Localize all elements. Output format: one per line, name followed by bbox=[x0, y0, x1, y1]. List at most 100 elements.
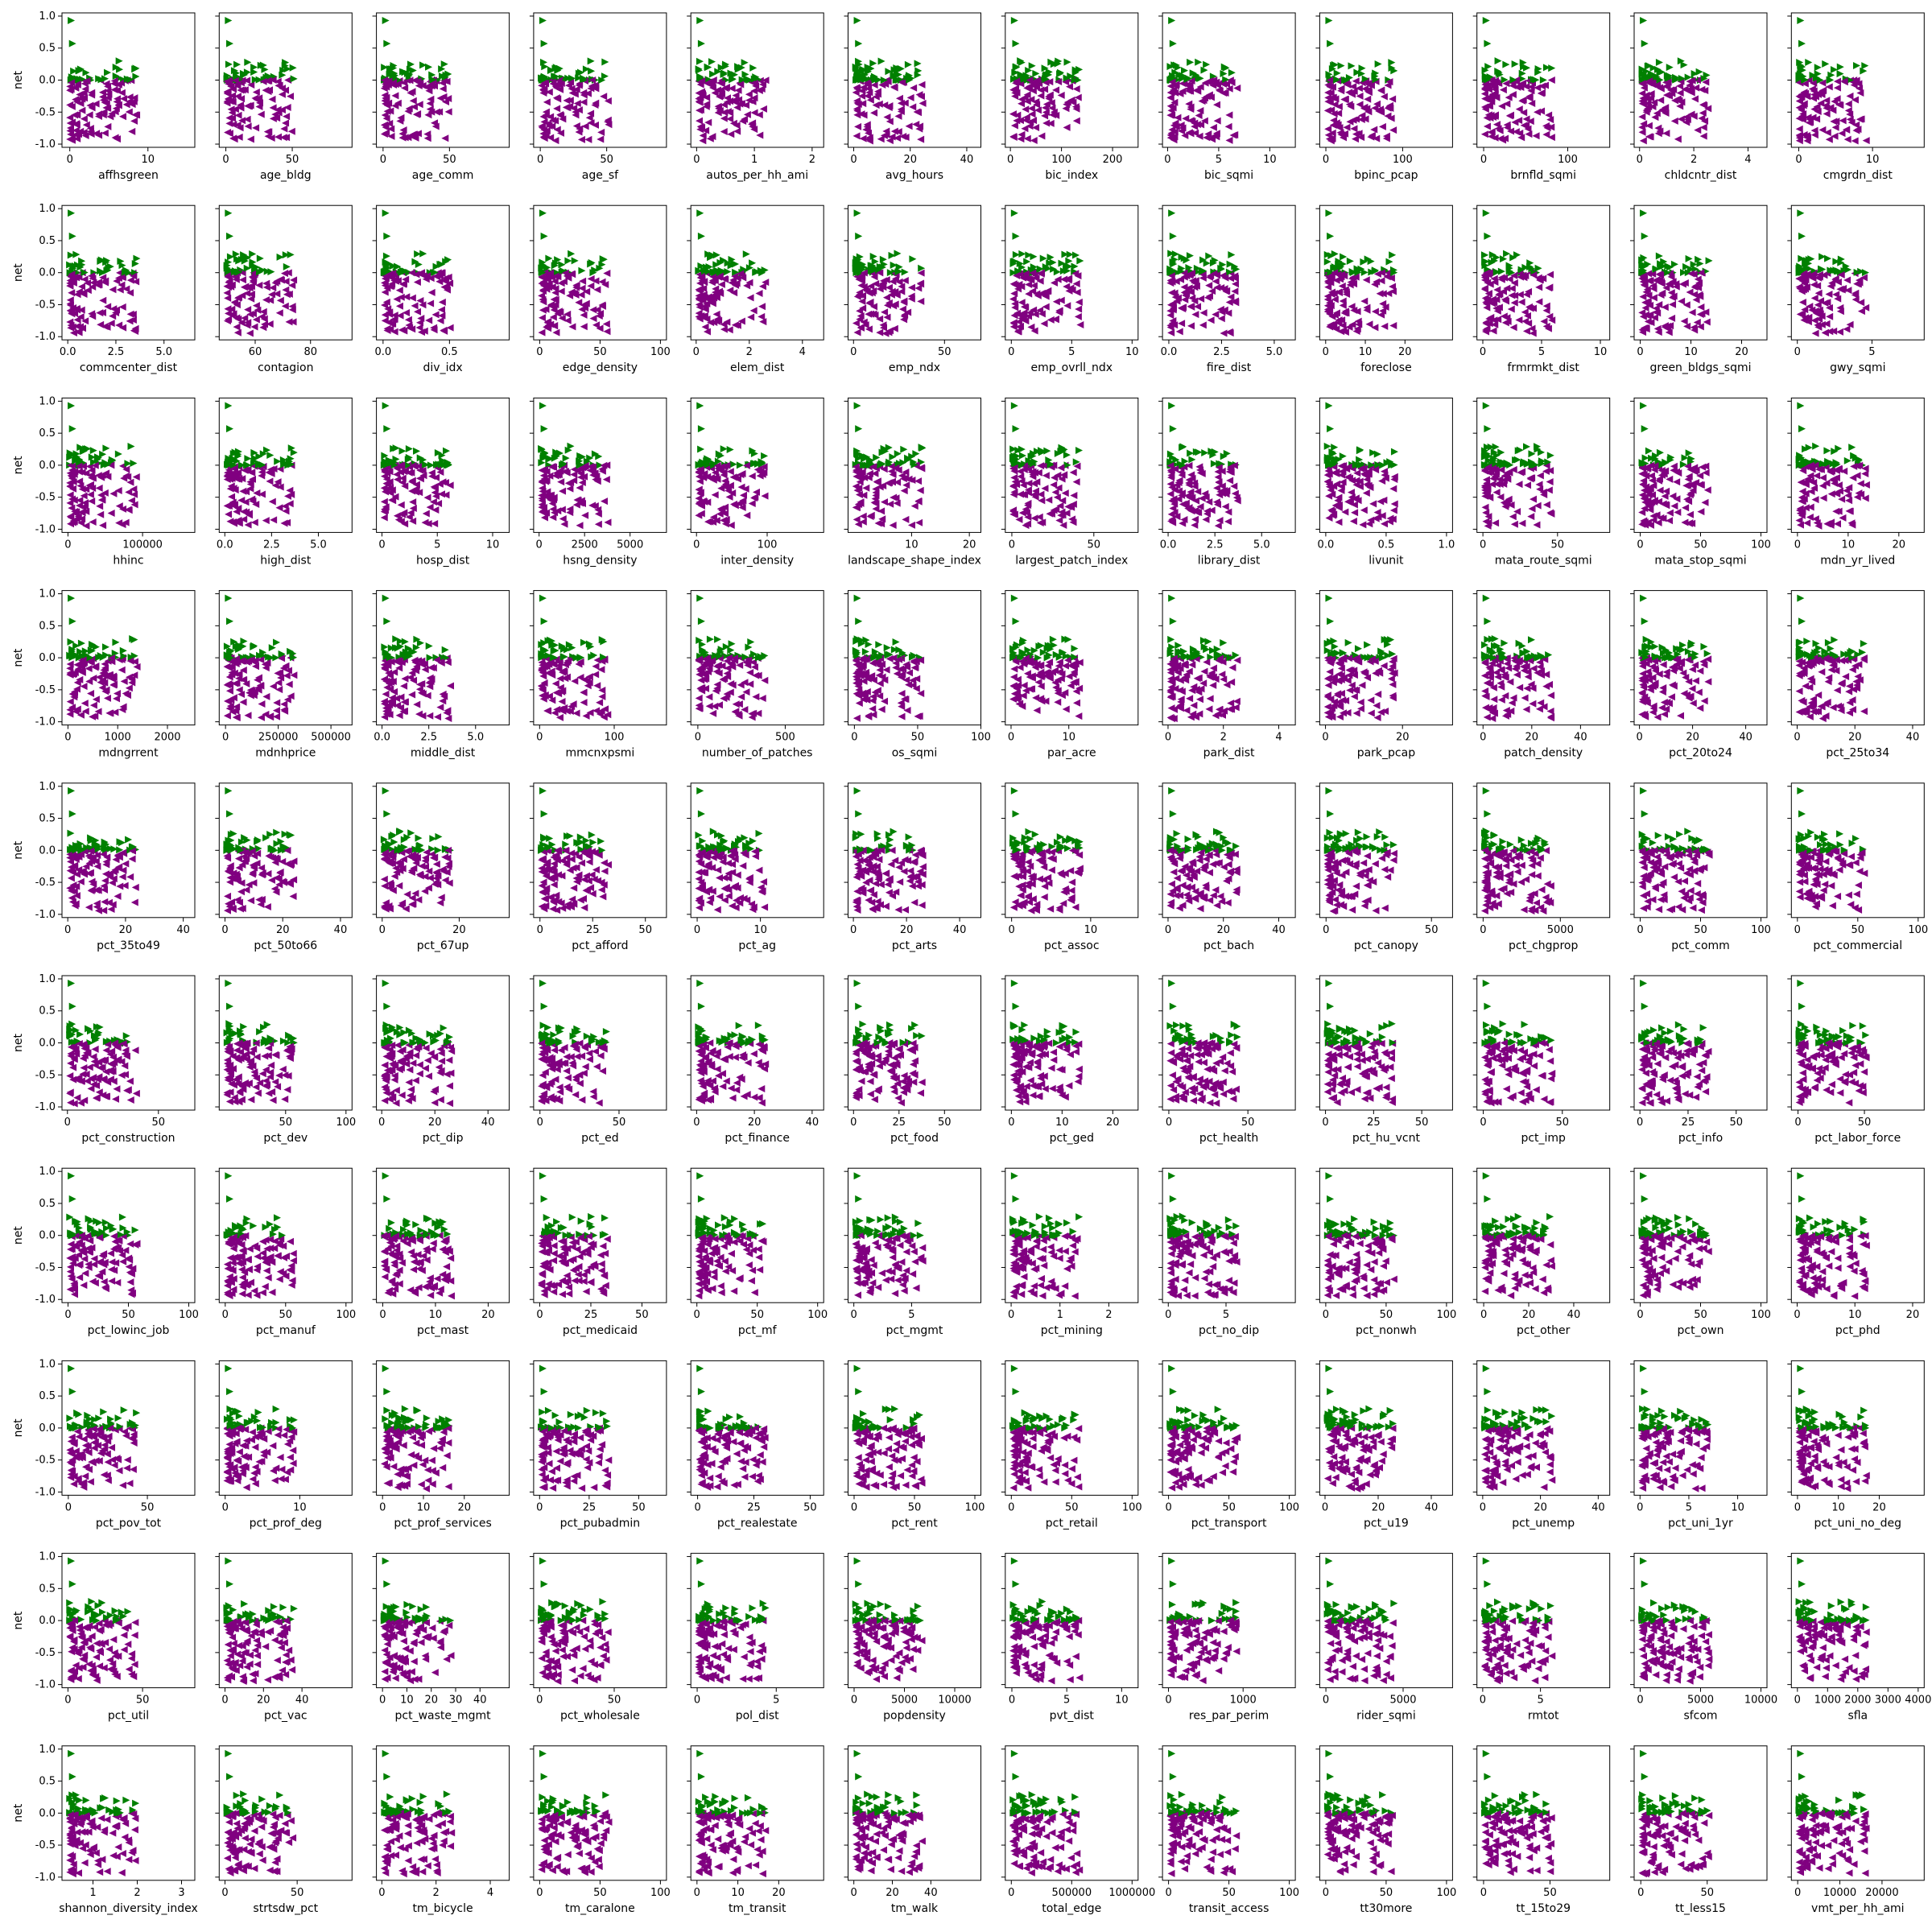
x-tick-label: 100 bbox=[650, 346, 671, 358]
x-tick-label: 0 bbox=[1008, 346, 1014, 358]
x-tick-label: 2 bbox=[809, 154, 815, 166]
x-axis-label: cmgrdn_dist bbox=[1823, 169, 1893, 182]
x-tick-label: 0 bbox=[67, 154, 73, 166]
x-tick-label: 2 bbox=[746, 346, 753, 358]
x-tick-label: 20 bbox=[1398, 346, 1412, 358]
y-tick-label: -1.0 bbox=[35, 138, 56, 151]
x-tick-label: 5 bbox=[1538, 346, 1545, 358]
x-tick-label: 2 bbox=[1690, 154, 1697, 166]
y-tick-label: -0.5 bbox=[35, 106, 56, 118]
x-tick-label: 0.5 bbox=[441, 346, 458, 358]
x-tick-label: 0 bbox=[1480, 154, 1487, 166]
x-tick-label: 0 bbox=[1794, 346, 1801, 358]
x-tick-label: 0 bbox=[1007, 154, 1013, 166]
x-tick-label: 60 bbox=[249, 346, 262, 358]
x-tick-label: 20 bbox=[1735, 346, 1748, 358]
x-axis-label: elem_dist bbox=[730, 361, 785, 374]
x-axis-label: contagion bbox=[258, 361, 313, 374]
x-axis-label: largest_patch_index bbox=[1015, 554, 1128, 567]
x-axis-label: high_dist bbox=[260, 554, 312, 567]
y-tick-label: -1.0 bbox=[35, 331, 56, 343]
x-axis-label: emp_ovrll_ndx bbox=[1031, 361, 1113, 374]
x-tick-label: 0 bbox=[222, 154, 229, 166]
x-tick-label: 100 bbox=[758, 539, 778, 551]
x-tick-label: 5 bbox=[434, 539, 440, 551]
x-tick-label: 10 bbox=[1684, 346, 1698, 358]
y-tick-label: 0.5 bbox=[39, 43, 56, 55]
x-tick-label: 2.5 bbox=[1213, 346, 1230, 358]
x-tick-label: 10 bbox=[1594, 346, 1608, 358]
x-tick-label: 5.0 bbox=[310, 539, 327, 551]
x-axis-label: gwy_sqmi bbox=[1830, 361, 1885, 374]
x-tick-label: 100000 bbox=[122, 539, 163, 551]
x-tick-label: 10 bbox=[1359, 346, 1373, 358]
x-tick-label: 10 bbox=[486, 539, 500, 551]
x-tick-label: 0 bbox=[693, 539, 700, 551]
y-axis-label: net bbox=[12, 263, 25, 282]
x-tick-label: 0.0 bbox=[375, 346, 392, 358]
x-tick-label: 0 bbox=[380, 154, 386, 166]
x-tick-label: 40 bbox=[960, 154, 974, 166]
x-tick-label: 0.0 bbox=[1161, 346, 1178, 358]
x-axis-label: brnfld_sqmi bbox=[1510, 169, 1576, 182]
x-tick-label: 4 bbox=[799, 346, 806, 358]
x-tick-label: 50 bbox=[938, 346, 952, 358]
x-tick-label: 100 bbox=[1558, 154, 1578, 166]
x-tick-label: 0 bbox=[1009, 539, 1015, 551]
y-axis-label: net bbox=[12, 456, 25, 474]
x-tick-label: 0 bbox=[1323, 154, 1329, 166]
x-axis-label: frmrmkt_dist bbox=[1508, 361, 1580, 374]
x-tick-label: 0 bbox=[1795, 154, 1802, 166]
x-tick-label: 50 bbox=[600, 154, 613, 166]
x-tick-label: 200 bbox=[1103, 154, 1123, 166]
x-tick-label: 0 bbox=[850, 154, 857, 166]
x-tick-label: 5 bbox=[1068, 346, 1075, 358]
y-tick-label: 0.0 bbox=[39, 267, 56, 279]
y-tick-label: 1.0 bbox=[39, 10, 56, 23]
x-axis-label: hosp_dist bbox=[416, 554, 470, 567]
x-axis-label: emp_ndx bbox=[889, 361, 940, 374]
y-tick-label: 1.0 bbox=[39, 395, 56, 407]
x-tick-label: 50 bbox=[1088, 539, 1101, 551]
y-tick-label: 0.0 bbox=[39, 75, 56, 87]
x-axis-label: autos_per_hh_ami bbox=[706, 169, 808, 182]
x-tick-label: 0 bbox=[536, 346, 543, 358]
x-axis-label: affhsgreen bbox=[98, 169, 159, 182]
y-axis-label: net bbox=[12, 71, 25, 89]
x-tick-label: 1 bbox=[751, 154, 758, 166]
x-tick-label: 50 bbox=[286, 154, 299, 166]
x-tick-label: 2500 bbox=[572, 539, 598, 551]
x-axis-label: bic_sqmi bbox=[1204, 169, 1253, 182]
x-tick-label: 5.0 bbox=[155, 346, 172, 358]
y-tick-label: -0.5 bbox=[35, 299, 56, 311]
x-tick-label: 5.0 bbox=[1266, 346, 1283, 358]
x-tick-label: 0 bbox=[850, 346, 857, 358]
x-tick-label: 10 bbox=[1263, 154, 1277, 166]
x-tick-label: 10 bbox=[905, 539, 919, 551]
y-tick-label: -0.5 bbox=[35, 492, 56, 504]
y-tick-label: -1.0 bbox=[35, 523, 56, 535]
x-tick-label: 0.0 bbox=[60, 346, 76, 358]
x-tick-label: 0 bbox=[537, 154, 543, 166]
x-tick-label: 4 bbox=[1744, 154, 1751, 166]
x-axis-label: commcenter_dist bbox=[80, 361, 178, 374]
x-axis-label: hhinc bbox=[113, 554, 143, 567]
x-tick-label: 0 bbox=[378, 539, 385, 551]
x-tick-label: 2.5 bbox=[263, 539, 280, 551]
x-axis-label: age_sf bbox=[582, 169, 619, 182]
y-tick-label: 0.5 bbox=[39, 427, 56, 440]
x-axis-label: chldcntr_dist bbox=[1665, 169, 1737, 182]
x-axis-label: landscape_shape_index bbox=[848, 554, 981, 567]
x-tick-label: 20 bbox=[903, 154, 917, 166]
x-tick-label: 0 bbox=[693, 154, 700, 166]
x-axis-label: green_bldgs_sqmi bbox=[1650, 361, 1752, 374]
x-axis-label: inter_density bbox=[720, 554, 794, 567]
x-tick-label: 0 bbox=[536, 539, 543, 551]
x-axis-label: avg_hours bbox=[886, 169, 943, 182]
x-tick-label: 5 bbox=[1868, 346, 1875, 358]
x-axis-label: div_idx bbox=[423, 361, 463, 374]
x-tick-label: 50 bbox=[593, 346, 607, 358]
x-tick-label: 5000 bbox=[617, 539, 643, 551]
x-axis-label: bic_index bbox=[1045, 169, 1098, 182]
